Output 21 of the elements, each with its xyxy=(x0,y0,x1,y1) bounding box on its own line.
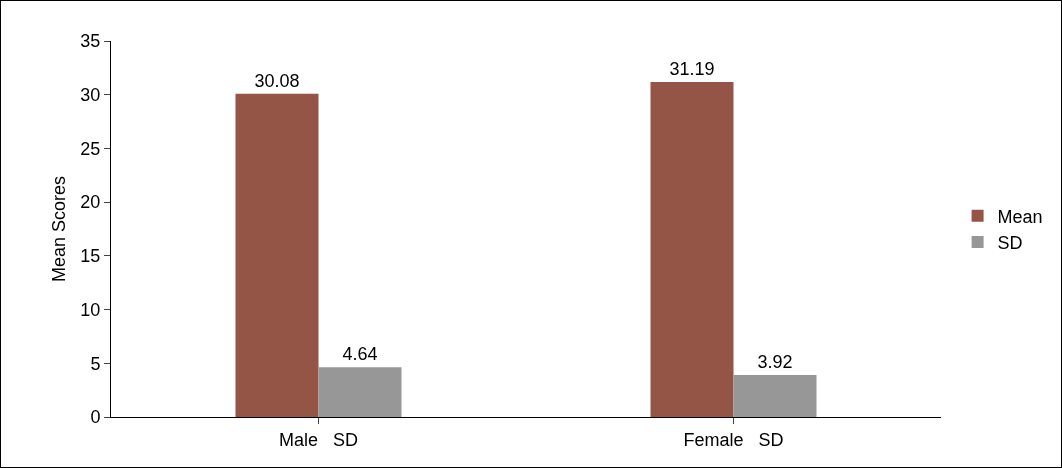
bar xyxy=(733,374,817,417)
y-axis-title: Mean Scores xyxy=(49,175,69,283)
y-tick-label: 20 xyxy=(80,192,101,213)
y-tick-label: 25 xyxy=(80,138,101,159)
y-tick-label: 30 xyxy=(80,85,101,106)
data-label: 30.08 xyxy=(254,70,300,91)
data-label: 31.19 xyxy=(669,58,715,79)
bar xyxy=(650,81,734,417)
data-label: 4.64 xyxy=(342,344,378,365)
x-tick-label: Male SD xyxy=(278,429,359,450)
x-tick-label: Female SD xyxy=(683,429,784,450)
bar xyxy=(235,93,319,417)
data-label: 3.92 xyxy=(757,351,793,372)
y-tick-label: 35 xyxy=(80,31,101,52)
legend-label: Mean xyxy=(997,206,1043,227)
y-tick-label: 15 xyxy=(80,246,101,267)
y-tick-label: 5 xyxy=(90,353,101,374)
legend-label: SD xyxy=(997,233,1023,254)
y-tick-label: 0 xyxy=(90,407,101,428)
y-tick-label: 10 xyxy=(80,299,101,320)
bar xyxy=(318,367,402,417)
